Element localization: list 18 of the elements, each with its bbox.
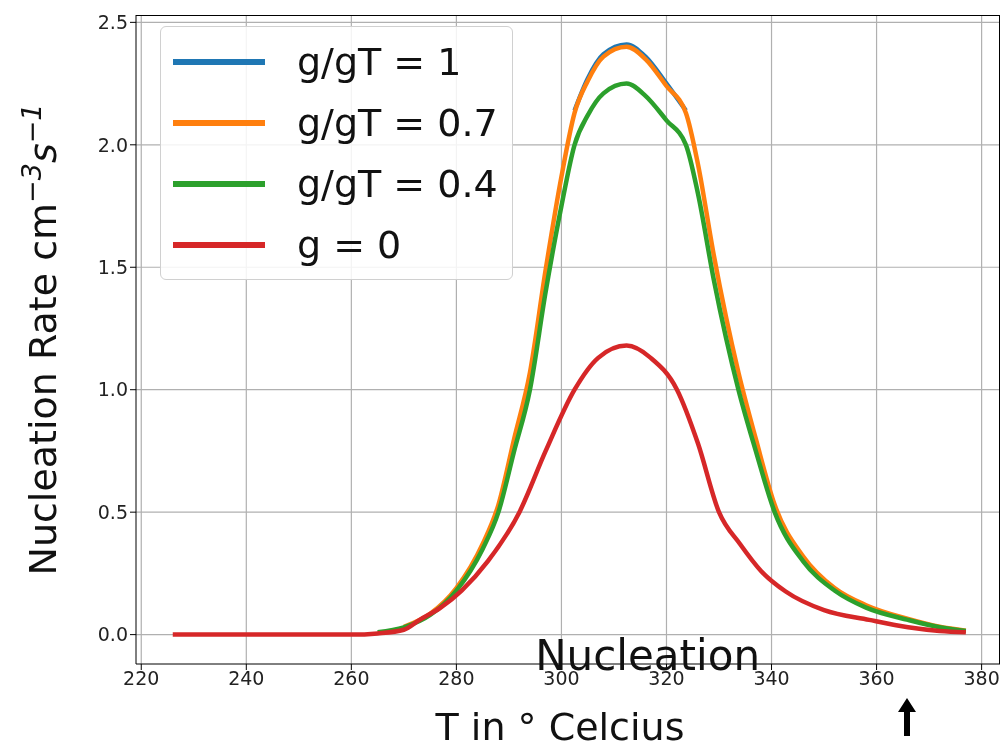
y-tick-label: 2.0 [97, 133, 128, 156]
legend-label: g/gT = 0.7 [297, 100, 498, 145]
x-axis-title: T in ° Celcius [434, 705, 686, 749]
line-series [170, 343, 969, 637]
legend-label: g = 0 [297, 222, 402, 267]
y-tick-label: 2.5 [97, 11, 128, 34]
x-tick-label: 220 [123, 667, 160, 690]
y-tick-label: 1.0 [97, 378, 128, 401]
x-tick-label: 260 [333, 667, 370, 690]
x-tick-label: 280 [438, 667, 475, 690]
y-tick-label: 1.5 [97, 256, 128, 278]
x-tick-label: 240 [228, 667, 265, 690]
y-tick-label: 0.5 [97, 500, 128, 523]
x-tick-label: 360 [858, 667, 895, 690]
legend-label: g/gT = 1 [297, 39, 462, 84]
x-tick-label: 380 [963, 667, 1000, 690]
y-tick-label: 0.0 [97, 623, 128, 646]
legend-label: g/gT = 0.4 [297, 161, 498, 206]
